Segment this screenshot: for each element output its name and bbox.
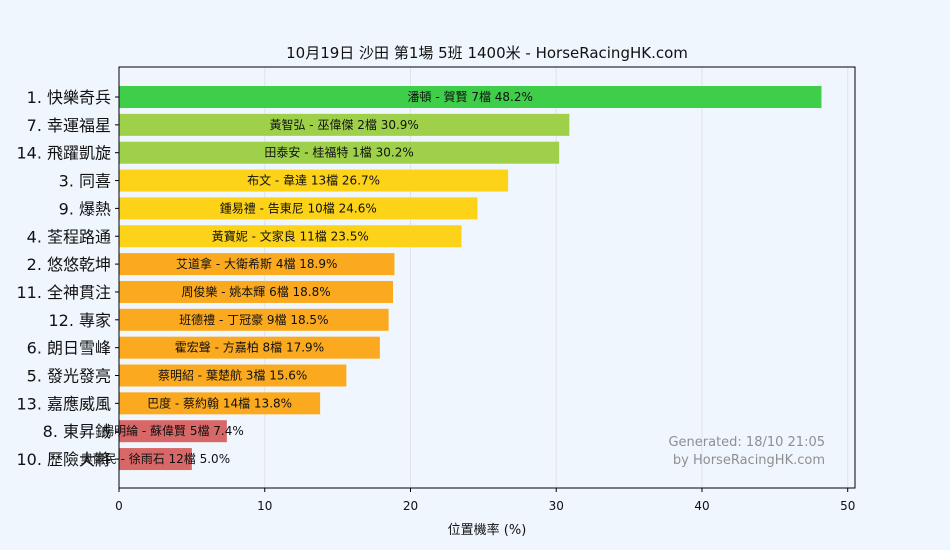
bar-data-label: 霍宏聲 - 方嘉柏 8檔 17.9%	[175, 340, 324, 355]
bar	[119, 197, 478, 220]
x-tick-label: 50	[840, 499, 855, 513]
y-tick-label: 11. 全神貫注	[16, 283, 111, 302]
bar	[119, 113, 570, 136]
y-tick-label: 13. 嘉應威風	[16, 394, 111, 413]
bar	[119, 448, 192, 471]
bar-data-label: 黃寶妮 - 文家良 11檔 23.5%	[212, 228, 369, 243]
y-tick-label: 2. 悠悠乾坤	[27, 255, 111, 274]
y-tick-label: 4. 荃程路通	[27, 227, 111, 246]
y-tick-label: 10. 歷險大將	[16, 450, 111, 469]
x-tick-label: 10	[257, 499, 272, 513]
bar-data-label: 班德禮 - 丁冠豪 9檔 18.5%	[179, 312, 328, 327]
y-tick-label: 9. 爆熱	[59, 199, 111, 218]
bar-data-label: 楊明綸 - 蘇偉賢 5檔 7.4%	[102, 423, 244, 438]
bar	[119, 253, 395, 276]
bar-data-label: 潘頓 - 賀賢 7檔 48.2%	[408, 90, 533, 104]
x-tick-label: 30	[549, 499, 564, 513]
bar	[119, 364, 347, 387]
plot-frame	[118, 66, 856, 489]
bar	[119, 141, 560, 164]
bar	[119, 308, 389, 331]
bar	[119, 169, 509, 192]
x-tick-label: 0	[115, 499, 123, 513]
y-tick-label: 7. 幸運福星	[27, 116, 111, 135]
y-tick-label: 6. 朗日雪峰	[27, 339, 111, 358]
x-axis-label: 位置機率 (%)	[448, 522, 527, 538]
generated-annotation-line-2: by HorseRacingHK.com	[673, 453, 825, 468]
y-tick-label: 3. 同喜	[59, 172, 111, 191]
y-axis-labels: 1. 快樂奇兵 7. 幸運福星 14. 飛躍凱旋 3. 同喜 9. 爆熱 4. 荃程路通 2…	[16, 88, 119, 469]
bar-data-label: 黃智弘 - 巫偉傑 2檔 30.9%	[269, 117, 418, 132]
bar-data-label: 田泰安 - 桂福特 1檔 30.2%	[264, 145, 413, 160]
x-axis-ticks: 0 10 20 30 40 50	[115, 488, 855, 513]
bar-data-label: 巴度 - 蔡約翰 14檔 13.8%	[147, 395, 292, 410]
x-tick-label: 40	[694, 499, 709, 513]
bar-data-label: 鍾易禮 - 告東尼 10檔 24.6%	[220, 201, 377, 215]
bar-data-label: 艾道拿 - 大衛希斯 4檔 18.9%	[176, 256, 337, 271]
bar	[119, 280, 393, 303]
bar-data-label: 周俊樂 - 姚本輝 6檔 18.8%	[181, 284, 330, 299]
bar	[119, 392, 321, 415]
bar-data-label: 奧爾民 - 徐雨石 12檔 5.0%	[81, 451, 230, 466]
y-tick-label: 1. 快樂奇兵	[27, 88, 111, 107]
chart-title: 10月19日 沙田 第1場 5班 1400米 - HorseRacingHK.c…	[286, 44, 688, 62]
y-tick-label: 14. 飛躍凱旋	[16, 144, 111, 163]
bar-data-label: 蔡明紹 - 葉楚航 3檔 15.6%	[158, 368, 307, 383]
bar	[119, 225, 462, 248]
bar	[119, 86, 822, 108]
bar-data-label: 布文 - 韋達 13檔 26.7%	[247, 173, 380, 188]
bar	[119, 336, 380, 359]
bar	[119, 420, 227, 443]
generated-annotation-line-1: Generated: 18/10 21:05	[668, 435, 825, 450]
y-tick-label: 8. 東昇鉞	[43, 422, 111, 441]
bars: 潘頓 - 賀賢 7檔 48.2% 黃智弘 - 巫偉傑 2檔 30.9% 田泰安 - …	[81, 86, 822, 471]
x-tick-label: 20	[403, 499, 418, 513]
y-tick-label: 5. 發光發亮	[27, 367, 111, 386]
y-tick-label: 12. 專家	[48, 311, 111, 330]
